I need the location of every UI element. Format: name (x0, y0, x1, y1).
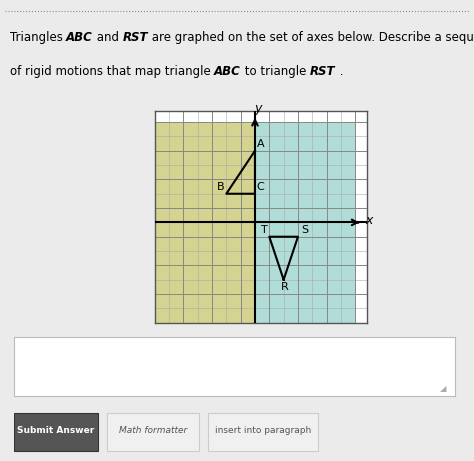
Text: RST: RST (123, 31, 148, 44)
Text: C: C (256, 182, 264, 192)
Text: x: x (365, 214, 373, 227)
Bar (14, 413, 98, 451)
Text: ◢: ◢ (440, 384, 446, 393)
Text: are graphed on the set of axes below. Describe a sequence: are graphed on the set of axes below. De… (148, 31, 474, 44)
Text: and: and (93, 31, 123, 44)
Text: R: R (281, 282, 289, 292)
Text: ABC: ABC (214, 65, 241, 77)
Text: T: T (261, 225, 268, 235)
Text: of rigid motions that map triangle: of rigid motions that map triangle (9, 65, 214, 77)
Text: Submit Answer: Submit Answer (18, 426, 95, 435)
Text: ABC: ABC (66, 31, 93, 44)
Text: B: B (217, 182, 225, 192)
Text: insert into paragraph: insert into paragraph (215, 426, 311, 435)
Text: Triangles: Triangles (9, 31, 66, 44)
Text: .: . (336, 65, 343, 77)
Text: y: y (254, 102, 262, 115)
Bar (155, 122, 255, 323)
Bar (107, 413, 200, 451)
Bar (208, 413, 319, 451)
Text: to triangle: to triangle (241, 65, 310, 77)
Text: A: A (257, 139, 265, 149)
Text: S: S (301, 225, 308, 235)
Bar (255, 122, 356, 323)
Text: RST: RST (310, 65, 336, 77)
Text: Math formatter: Math formatter (119, 426, 187, 435)
